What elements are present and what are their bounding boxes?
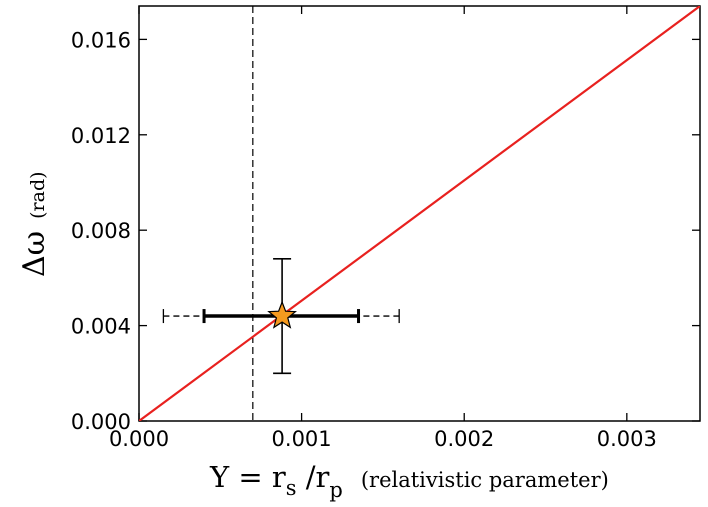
y-tick-labels: 0.000 0.004 0.008 0.012 0.016 [71,28,131,434]
y-axis-label-symbol: Δω [17,231,52,277]
x-tick-label: 0.000 [109,427,169,451]
plot-area [138,5,701,422]
y-axis-label-unit: (rad) [27,171,49,218]
y-axis-label: Δω (rad) [17,171,52,277]
x-tick-label: 0.003 [597,427,657,451]
y-tick-label: 0.000 [71,410,131,434]
x-axis-label-sub2: p [329,478,342,502]
y-tick-label: 0.004 [71,315,131,339]
x-tick-labels: 0.000 0.001 0.002 0.003 [109,427,657,451]
data-point-star [267,300,297,329]
y-tick-label: 0.008 [71,219,131,243]
y-tick-label: 0.012 [71,124,131,148]
x-tick-label: 0.002 [434,427,494,451]
fit-line [139,6,700,421]
x-axis-label-desc: (relativistic parameter) [361,468,609,492]
axes-frame [138,5,701,422]
x-axis-label: Y = rs /rp (relativistic parameter) [209,460,609,502]
x-tick-label: 0.001 [272,427,332,451]
x-axis-label-slash: /r [297,460,330,494]
x-axis-label-sub1: s [286,476,297,500]
x-axis-label-main: Y = r [209,460,286,494]
y-tick-label: 0.016 [71,28,131,52]
